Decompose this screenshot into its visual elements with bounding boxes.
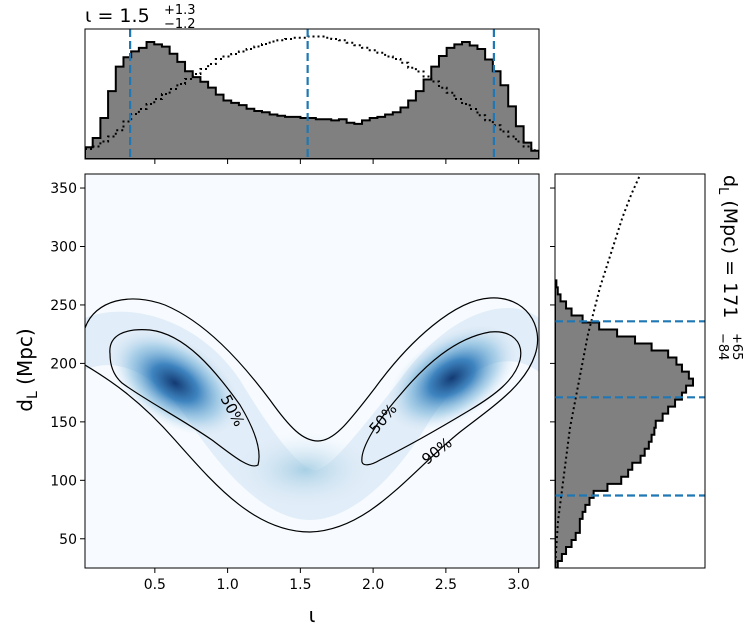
x-tick-label: 2.0	[362, 577, 384, 593]
x-axis-label: ι	[309, 603, 316, 627]
top-title: ι = 1.5	[85, 5, 150, 27]
top-frame	[84, 28, 540, 160]
top-marginal-panel: ι = 1.5 +1.3 −1.2	[84, 3, 540, 164]
right-y-ticks	[550, 187, 555, 540]
right-marginal-panel: dL (Mpc) = 171 +65 −84	[550, 173, 744, 569]
contour-90	[85, 297, 539, 533]
density-peak-left	[110, 330, 240, 436]
contour-50-right	[361, 331, 522, 466]
y-tick-label: 300	[50, 239, 77, 255]
main-y-ticks: 50 100 150 200 250 300 350	[50, 181, 85, 548]
top-title-plus: +1.3	[164, 3, 196, 18]
y-tick-label: 200	[50, 356, 77, 372]
top-posterior-hist	[85, 41, 539, 159]
x-tick-label: 2.5	[435, 577, 457, 593]
main-x-ticks: 0.5 1.0 1.5 2.0 2.5 3.0	[144, 568, 530, 593]
right-prior-hist	[555, 174, 642, 568]
right-title: dL (Mpc) = 171 +65 −84	[715, 175, 744, 360]
top-prior-hist	[85, 35, 539, 152]
x-tick-label: 0.5	[144, 577, 166, 593]
top-title-minus: −1.2	[164, 17, 196, 32]
top-x-ticks	[154, 159, 520, 164]
density-bridge	[235, 432, 375, 508]
x-tick-label: 3.0	[507, 577, 529, 593]
right-frame	[554, 173, 706, 569]
y-tick-label: 100	[50, 473, 77, 489]
y-tick-label: 350	[50, 181, 77, 197]
svg-text:dL (Mpc) = 171: dL (Mpc) = 171	[715, 175, 741, 318]
main-frame	[84, 173, 540, 569]
y-tick-label: 150	[50, 415, 77, 431]
x-tick-label: 1.0	[216, 577, 238, 593]
y-tick-label: 250	[50, 298, 77, 314]
right-title-minus: −84	[715, 333, 730, 360]
main-density-panel: 50% 50% 90% 0.5 1.0 1.5 2.0 2.5 3.0 501001502…	[13, 173, 540, 627]
y-axis-label: dL (Mpc)	[13, 328, 41, 411]
right-posterior-hist	[555, 279, 694, 568]
density-peak-right	[387, 325, 517, 431]
y-tick-label: 50	[59, 532, 77, 548]
right-title-plus: +65	[729, 333, 744, 360]
contour-50-left	[109, 329, 260, 467]
x-tick-label: 1.5	[289, 577, 311, 593]
